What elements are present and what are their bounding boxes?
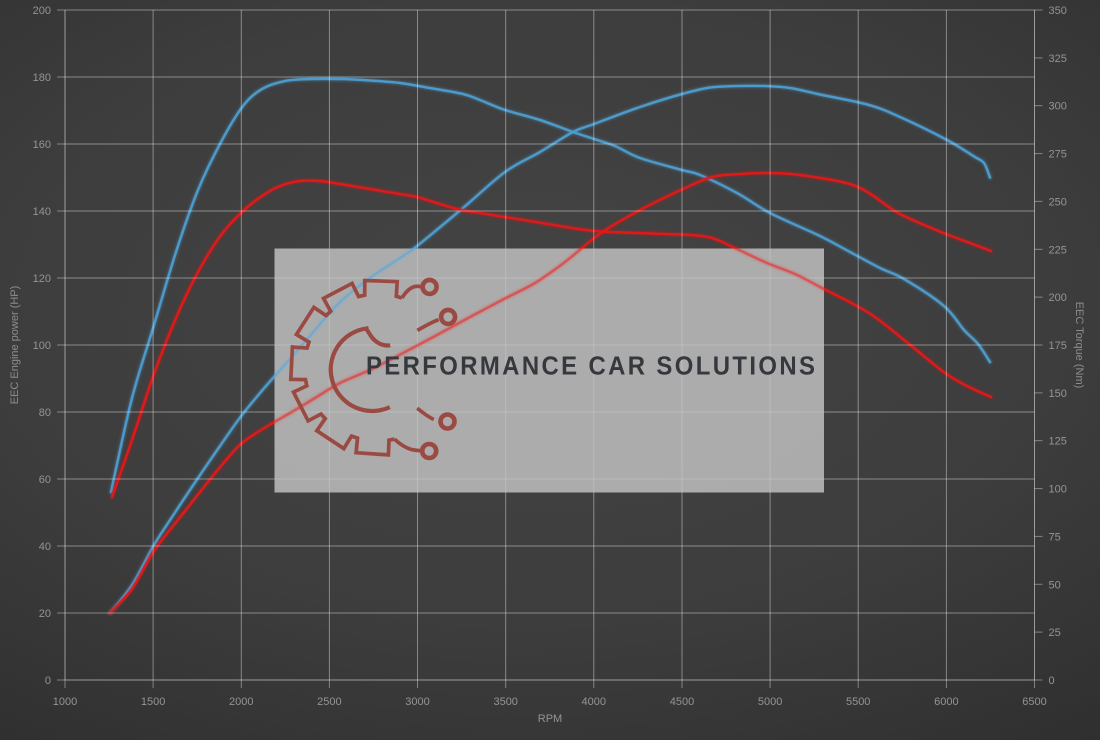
- svg-text:100: 100: [1049, 484, 1067, 496]
- svg-text:0: 0: [1049, 675, 1055, 687]
- svg-text:1000: 1000: [53, 696, 77, 708]
- svg-text:100: 100: [33, 340, 51, 352]
- svg-text:EEC Engine power (HP): EEC Engine power (HP): [9, 286, 21, 405]
- svg-text:300: 300: [1049, 101, 1067, 113]
- svg-text:RPM: RPM: [538, 713, 562, 725]
- svg-text:180: 180: [33, 72, 51, 84]
- svg-text:2000: 2000: [229, 696, 253, 708]
- svg-text:3000: 3000: [405, 696, 429, 708]
- svg-text:75: 75: [1049, 531, 1061, 543]
- svg-text:60: 60: [39, 474, 51, 486]
- svg-text:1500: 1500: [141, 696, 165, 708]
- svg-text:5000: 5000: [758, 696, 782, 708]
- svg-text:0: 0: [45, 675, 51, 687]
- svg-text:25: 25: [1049, 627, 1061, 639]
- svg-text:80: 80: [39, 407, 51, 419]
- svg-text:20: 20: [39, 608, 51, 620]
- svg-text:4500: 4500: [670, 696, 694, 708]
- svg-text:150: 150: [1049, 388, 1067, 400]
- svg-text:200: 200: [1049, 292, 1067, 304]
- svg-text:5500: 5500: [846, 696, 870, 708]
- svg-text:225: 225: [1049, 244, 1067, 256]
- svg-text:4000: 4000: [582, 696, 606, 708]
- svg-text:250: 250: [1049, 196, 1067, 208]
- svg-text:325: 325: [1049, 53, 1067, 65]
- svg-text:140: 140: [33, 206, 51, 218]
- svg-text:160: 160: [33, 139, 51, 151]
- svg-text:6000: 6000: [934, 696, 958, 708]
- svg-text:50: 50: [1049, 579, 1061, 591]
- svg-text:2500: 2500: [317, 696, 341, 708]
- svg-text:120: 120: [33, 273, 51, 285]
- svg-text:EEC Torque (Nm): EEC Torque (Nm): [1073, 302, 1085, 389]
- svg-text:40: 40: [39, 541, 51, 553]
- svg-text:200: 200: [33, 5, 51, 17]
- svg-text:125: 125: [1049, 436, 1067, 448]
- svg-text:6500: 6500: [1022, 696, 1046, 708]
- svg-text:350: 350: [1049, 5, 1067, 17]
- svg-text:175: 175: [1049, 340, 1067, 352]
- svg-text:3500: 3500: [493, 696, 517, 708]
- svg-text:275: 275: [1049, 149, 1067, 161]
- svg-text:PERFORMANCE CAR SOLUTIONS: PERFORMANCE CAR SOLUTIONS: [366, 352, 815, 381]
